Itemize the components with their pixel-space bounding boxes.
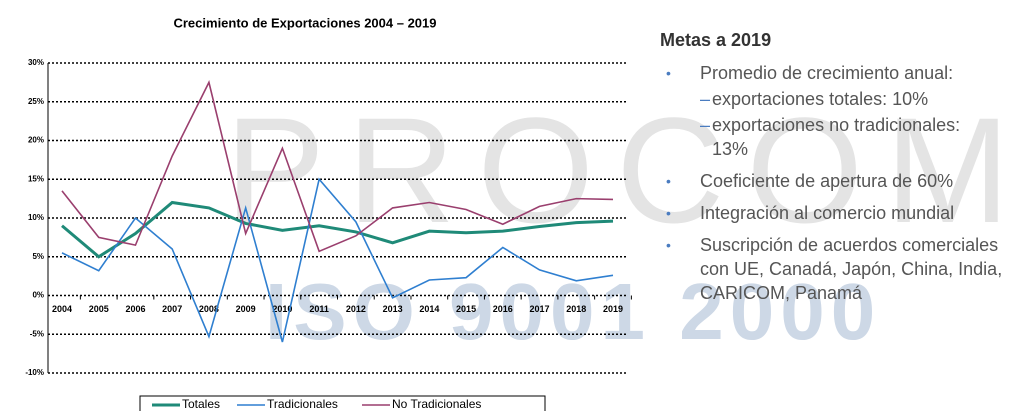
legend-label: No Tradicionales xyxy=(392,397,481,411)
y-tick-label: 30% xyxy=(28,58,44,67)
x-tick-label: 2017 xyxy=(530,304,550,314)
y-tick-label: 0% xyxy=(32,291,44,300)
legend-box xyxy=(139,395,546,411)
legend-label: Tradicionales xyxy=(267,397,338,411)
x-tick-label: 2010 xyxy=(272,304,292,314)
x-tick-label: 2008 xyxy=(199,304,219,314)
x-tick-label: 2019 xyxy=(603,304,623,314)
goal-text: Promedio de crecimiento anual: xyxy=(700,63,954,83)
y-tick-label: 25% xyxy=(28,97,44,106)
x-tick-label: 2007 xyxy=(162,304,182,314)
goals: Metas a 2019 Promedio de crecimiento anu… xyxy=(660,30,1015,313)
y-tick-label: 10% xyxy=(28,213,44,222)
x-tick-label: 2013 xyxy=(383,304,403,314)
goal-text: Coeficiente de apertura de 60% xyxy=(700,171,954,191)
x-tick-label: 2009 xyxy=(236,304,256,314)
goal-item: Suscripción de acuerdos comerciales con … xyxy=(660,233,1010,305)
goal-text: Suscripción de acuerdos comerciales con … xyxy=(700,235,1003,303)
legend: Totales Tradicionales No Tradicionales xyxy=(139,395,546,411)
y-tick-label: 20% xyxy=(28,136,44,145)
series-line xyxy=(61,80,614,253)
chart: Crecimiento de Exportaciones 2004 – 2019… xyxy=(25,15,632,411)
x-tick-label: 2011 xyxy=(309,304,329,314)
series-line xyxy=(61,200,614,259)
x-tick-label: 2018 xyxy=(566,304,586,314)
x-tick-label: 2014 xyxy=(419,304,439,314)
y-tick-label: -5% xyxy=(30,329,44,338)
x-tick-label: 2016 xyxy=(493,304,513,314)
chart-title: Crecimiento de Exportaciones 2004 – 2019 xyxy=(173,15,436,30)
goals-title: Metas a 2019 xyxy=(660,30,772,50)
series-line xyxy=(61,177,614,343)
goal-text: Integración al comercio mundial xyxy=(700,203,955,223)
goal-item: Integración al comercio mundial xyxy=(660,201,1010,225)
x-tick-label: 2005 xyxy=(89,304,109,314)
x-tick-label: 2004 xyxy=(52,304,72,314)
goal-item: Promedio de crecimiento anual: exportacio… xyxy=(660,61,1010,161)
x-tick-label: 2012 xyxy=(346,304,366,314)
goal-subitem: exportaciones no tradicionales: 13% xyxy=(660,113,992,161)
x-tick-label: 2015 xyxy=(456,304,476,314)
legend-label: Totales xyxy=(182,397,220,411)
goal-item: Coeficiente de apertura de 60% xyxy=(660,169,1010,193)
y-tick-label: -10% xyxy=(25,368,44,377)
x-tick-label: 2006 xyxy=(125,304,145,314)
y-tick-label: 15% xyxy=(28,174,44,183)
goal-subitem: exportaciones totales: 10% xyxy=(660,87,992,111)
y-tick-label: 5% xyxy=(32,252,44,261)
